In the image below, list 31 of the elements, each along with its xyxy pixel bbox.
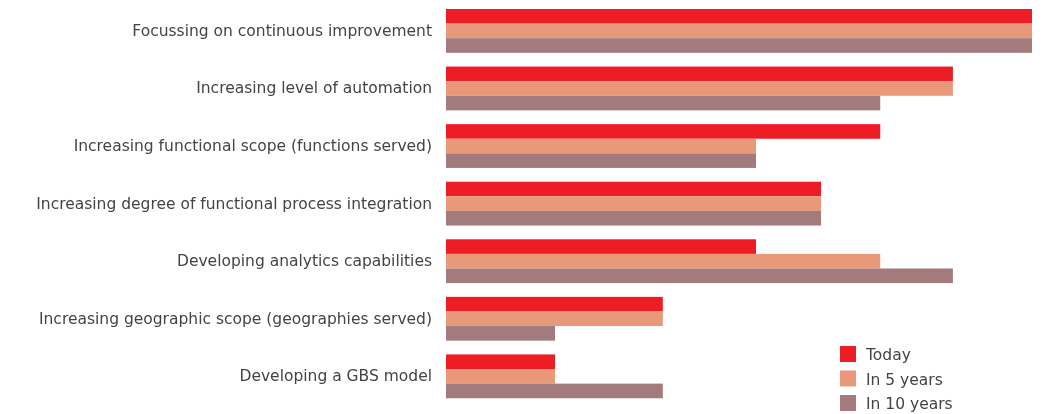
bar <box>446 296 663 312</box>
bar <box>446 354 555 370</box>
bar <box>446 138 756 154</box>
bar <box>446 66 953 82</box>
bar <box>446 369 555 384</box>
bar <box>446 95 881 111</box>
bar <box>446 153 756 168</box>
bar <box>446 38 1032 53</box>
legend-label: In 10 years <box>866 395 953 413</box>
bar <box>446 253 881 269</box>
y-tick-label: Developing analytics capabilities <box>176 252 432 271</box>
bar <box>446 124 881 139</box>
bar <box>446 239 756 254</box>
legend-label: In 5 years <box>866 370 943 389</box>
y-tick-label: Focussing on continuous improvement <box>132 21 432 40</box>
bar <box>446 326 555 341</box>
bar <box>446 9 1032 24</box>
bar <box>446 311 663 327</box>
y-tick-label: Increasing level of automation <box>196 79 432 98</box>
y-tick-label: Increasing geographic scope (geographies served) <box>38 309 432 328</box>
bar <box>446 383 663 399</box>
y-tick-label: Increasing functional scope (functions served) <box>73 137 432 155</box>
legend-label: Today <box>865 346 911 364</box>
bar <box>446 181 822 197</box>
y-tick-label: Developing a GBS model <box>239 367 432 386</box>
y-tick-label: Increasing degree of functional process integration <box>36 194 432 213</box>
bar <box>446 210 822 226</box>
bar <box>446 196 822 211</box>
bar <box>446 23 1032 39</box>
bar <box>446 268 953 284</box>
bar <box>446 81 953 96</box>
